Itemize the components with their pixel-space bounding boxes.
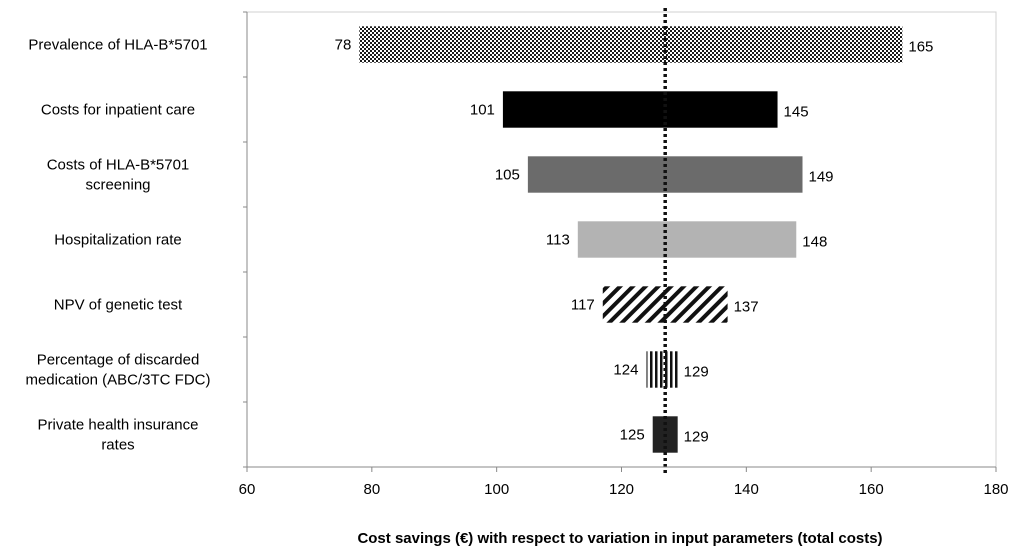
bar-low-label: 117	[571, 297, 595, 314]
bar	[502, 91, 778, 128]
bar-low-label: 125	[620, 427, 645, 444]
category-label-line: Percentage of discarded	[37, 352, 200, 369]
bar	[646, 351, 678, 388]
x-tick-label: 100	[484, 481, 509, 498]
bar-high-label: 148	[802, 234, 827, 251]
category-label: Costs for inpatient care	[41, 102, 195, 119]
category-label-line: Prevalence of HLA-B*5701	[28, 37, 207, 54]
x-tick-label: 160	[859, 481, 884, 498]
bar-low-label: 124	[613, 362, 638, 379]
bar-high-label: 129	[684, 429, 709, 446]
bar-high-label: 145	[784, 104, 809, 121]
x-tick-label: 180	[983, 481, 1008, 498]
category-label-line: medication (ABC/3TC FDC)	[25, 372, 210, 389]
category-label-line: Hospitalization rate	[54, 232, 182, 249]
x-tick-label: 80	[363, 481, 380, 498]
bar	[527, 156, 803, 193]
category-label-line: Costs of HLA-B*5701	[47, 157, 190, 174]
category-label-line: NPV of genetic test	[54, 297, 183, 314]
category-label: Costs of HLA-B*5701 screening	[47, 157, 190, 194]
bar-high-label: 165	[908, 39, 933, 56]
category-label-line: rates	[101, 437, 134, 454]
category-label-line: screening	[85, 177, 150, 194]
category-label: Hospitalization rate	[54, 232, 182, 249]
bar-low-label: 101	[470, 102, 495, 119]
labels-layer: 60 80 100 120 140 160 180 78 165 Prevalence of HL…	[25, 37, 1008, 499]
category-label: Percentage of discarded medication (ABC/3…	[25, 352, 210, 389]
x-tick-label: 120	[609, 481, 634, 498]
category-label: Private health insurance rates	[38, 417, 199, 454]
category-label-line: Costs for inpatient care	[41, 102, 195, 119]
category-label: NPV of genetic test	[54, 297, 183, 314]
bar-high-label: 149	[809, 169, 834, 186]
bar	[577, 221, 797, 258]
bar-low-label: 78	[335, 37, 352, 54]
category-label: Prevalence of HLA-B*5701	[28, 37, 207, 54]
bar-low-label: 113	[546, 232, 570, 249]
x-axis-title: Cost savings (€) with respect to variati…	[357, 530, 882, 547]
axis-layer	[243, 11, 997, 472]
bars-layer	[359, 26, 903, 453]
bar-low-label: 105	[495, 167, 520, 184]
bar-high-label: 137	[734, 299, 759, 316]
bar	[359, 26, 903, 63]
bar-high-label: 129	[684, 364, 709, 381]
x-tick-label: 140	[734, 481, 759, 498]
category-label-line: Private health insurance	[38, 417, 199, 434]
x-tick-label: 60	[239, 481, 256, 498]
